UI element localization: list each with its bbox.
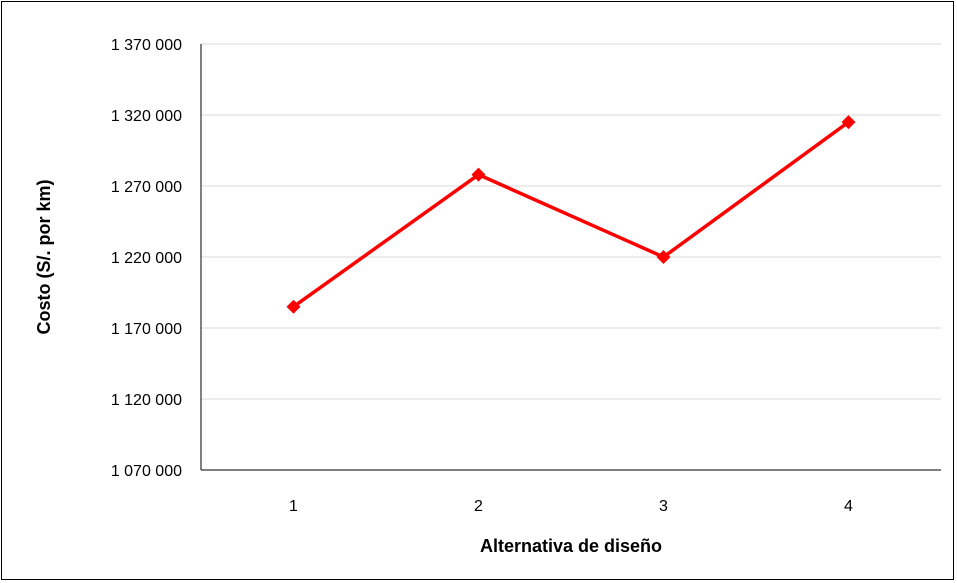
data-point-marker bbox=[656, 250, 671, 264]
y-axis-title: Costo (S/. por km) bbox=[34, 179, 54, 334]
y-tick-labels: 1 070 000 1 120 000 1 170 000 1 220 000 1 27… bbox=[111, 37, 182, 480]
gridlines bbox=[201, 43, 941, 400]
x-tick-label: 3 bbox=[659, 498, 668, 515]
x-tick-label: 4 bbox=[844, 498, 853, 515]
data-point-marker bbox=[286, 299, 301, 314]
data-point-marker bbox=[471, 167, 486, 182]
y-tick-label: 1 170 000 bbox=[111, 321, 182, 338]
y-tick-label: 1 220 000 bbox=[111, 250, 182, 267]
series-group bbox=[286, 115, 856, 314]
y-tick-label: 1 120 000 bbox=[111, 392, 182, 409]
y-tick-label: 1 270 000 bbox=[111, 179, 182, 196]
x-tick-label: 1 bbox=[289, 498, 298, 515]
y-tick-label: 1 370 000 bbox=[111, 37, 182, 54]
x-tick-labels: 1 2 3 4 bbox=[289, 498, 853, 515]
y-tick-label: 1 320 000 bbox=[111, 108, 182, 125]
x-tick-label: 2 bbox=[474, 498, 483, 515]
data-point-marker bbox=[841, 115, 856, 130]
axes bbox=[200, 44, 941, 471]
y-tick-label: 1 070 000 bbox=[111, 463, 182, 480]
series-line bbox=[292, 120, 850, 309]
x-axis-title: Alternativa de diseño bbox=[480, 536, 662, 556]
